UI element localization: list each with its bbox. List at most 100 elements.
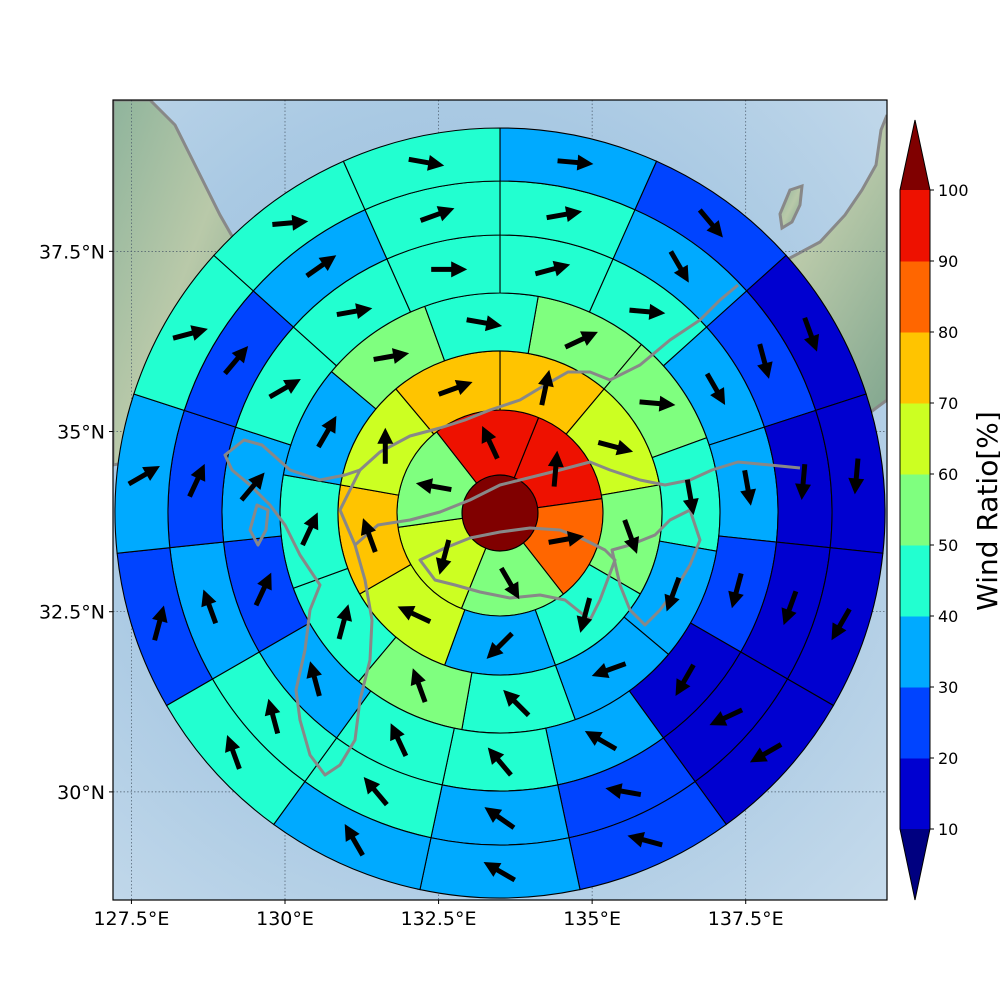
wind-arrow bbox=[591, 661, 627, 679]
colorbar-segment bbox=[900, 332, 930, 404]
wind-arrow bbox=[629, 303, 666, 320]
wind-arrow bbox=[305, 255, 337, 278]
wind-arrow bbox=[484, 807, 516, 830]
wind-arrow bbox=[639, 395, 676, 412]
wind-arrow bbox=[682, 479, 699, 516]
colorbar-segment bbox=[900, 261, 930, 333]
wind-arrow bbox=[503, 689, 531, 718]
wind-arrow bbox=[239, 472, 265, 502]
wind-arrow bbox=[704, 372, 726, 405]
wind-arrow bbox=[547, 450, 564, 487]
colorbar-tick-label: 100 bbox=[938, 181, 969, 200]
lat-tick-label: 32.5°N bbox=[39, 602, 105, 624]
wind-arrow bbox=[410, 668, 428, 703]
wind-arrow bbox=[576, 597, 593, 633]
wind-arrow bbox=[627, 831, 663, 848]
wind-arrow bbox=[336, 303, 373, 319]
colorbar-tick-label: 70 bbox=[938, 394, 958, 413]
wind-arrow bbox=[622, 519, 640, 554]
wind-arrow bbox=[848, 458, 865, 495]
wind-arrow bbox=[187, 463, 206, 498]
wind-arrow bbox=[664, 576, 682, 612]
wind-arrow bbox=[264, 698, 281, 735]
wind-arrow bbox=[546, 206, 583, 223]
wind-arrow bbox=[172, 325, 208, 341]
wind-arrow bbox=[390, 723, 409, 757]
colorbar-segment bbox=[900, 758, 930, 830]
colorbar-segment bbox=[900, 403, 930, 475]
lat-tick-label: 30°N bbox=[57, 782, 105, 804]
sector-cell bbox=[279, 474, 349, 589]
polar-sectors bbox=[114, 127, 886, 899]
map-frame bbox=[112, 99, 888, 901]
wind-arrow bbox=[486, 631, 514, 659]
lon-tick-label: 130°E bbox=[256, 908, 314, 930]
wind-arrow bbox=[466, 315, 503, 332]
lat-tick-label: 37.5°N bbox=[39, 241, 105, 263]
wind-arrow bbox=[728, 572, 744, 609]
wind-arrows bbox=[127, 154, 865, 883]
wind-arrow bbox=[152, 605, 168, 641]
wind-arrow bbox=[253, 572, 272, 607]
colorbar-segment bbox=[900, 616, 930, 688]
wind-arrow bbox=[272, 214, 309, 231]
wind-arrow bbox=[377, 427, 394, 464]
wind-arrow bbox=[223, 345, 249, 376]
wind-arrow bbox=[534, 260, 571, 277]
lat-tick-label: 35°N bbox=[57, 422, 105, 444]
lon-tick-label: 135°E bbox=[563, 908, 621, 930]
wind-arrow bbox=[557, 154, 594, 171]
colorbar-extend-min bbox=[900, 829, 930, 900]
wind-arrow bbox=[344, 824, 365, 857]
colorbar-tick-label: 20 bbox=[938, 749, 958, 768]
wind-arrow bbox=[316, 415, 337, 449]
colorbar-tick-label: 30 bbox=[938, 678, 958, 697]
wind-arrow bbox=[408, 154, 445, 171]
coastline-kii bbox=[610, 508, 702, 627]
sector-cell bbox=[342, 127, 501, 211]
colorbar: 10 20 30 40 50 60 70 80 90 100 bbox=[899, 119, 969, 901]
sector-cell bbox=[651, 437, 721, 552]
wind-arrow bbox=[757, 343, 773, 379]
colorbar-segment bbox=[900, 687, 930, 759]
wind-arrow bbox=[749, 742, 783, 763]
sector-cell bbox=[419, 837, 581, 899]
wind-arrow bbox=[538, 369, 554, 406]
wind-arrow bbox=[487, 747, 513, 777]
coastline-honshu-west bbox=[358, 283, 739, 472]
wind-arrow bbox=[802, 316, 820, 352]
wind-arrow bbox=[597, 439, 634, 456]
wind-arrow bbox=[373, 348, 410, 364]
colorbar-segment bbox=[900, 545, 930, 617]
wind-arrow bbox=[225, 735, 242, 770]
wind-arrow bbox=[740, 469, 756, 506]
coastline-tsushima bbox=[248, 503, 270, 547]
wind-arrow bbox=[795, 463, 812, 501]
wind-arrow bbox=[435, 539, 452, 575]
wind-arrow bbox=[564, 331, 598, 350]
colorbar-tick-label: 90 bbox=[938, 252, 958, 271]
wind-arrow bbox=[605, 783, 642, 799]
colorbar-tick-label: 60 bbox=[938, 465, 958, 484]
wind-arrow bbox=[300, 512, 319, 547]
wind-arrow bbox=[360, 518, 378, 553]
wind-arrow bbox=[483, 862, 516, 883]
colorbar-segment bbox=[900, 190, 930, 262]
wind-arrow bbox=[431, 261, 468, 278]
coastline-shikoku bbox=[418, 526, 617, 622]
wind-arrow bbox=[306, 661, 322, 697]
lon-tick-label: 137.5°E bbox=[708, 908, 784, 930]
wind-arrow bbox=[668, 250, 689, 283]
coastline-kyushu bbox=[223, 438, 374, 777]
sector-cell bbox=[461, 664, 576, 734]
land-island-small bbox=[778, 183, 804, 231]
colorbar-tick-label: 40 bbox=[938, 607, 958, 626]
colorbar-extend-max bbox=[900, 120, 930, 190]
colorbar-title: Wind Ratio[%] bbox=[971, 411, 1000, 611]
wind-arrow bbox=[268, 379, 301, 400]
lon-tick-label: 127.5°E bbox=[93, 908, 169, 930]
wind-arrow bbox=[548, 531, 585, 547]
wind-arrow bbox=[201, 589, 219, 625]
wind-arrow bbox=[127, 466, 160, 487]
